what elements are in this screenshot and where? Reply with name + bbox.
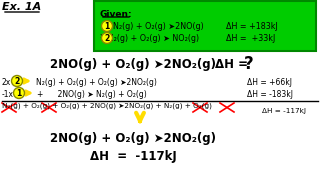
Text: N₂(g) + O₂(g) ➤2NO(g): N₂(g) + O₂(g) ➤2NO(g) — [113, 22, 204, 31]
Text: Ex. 1A: Ex. 1A — [2, 2, 41, 12]
Text: 2: 2 — [14, 76, 20, 86]
Text: 1: 1 — [104, 21, 110, 30]
Circle shape — [12, 75, 22, 87]
FancyArrowPatch shape — [136, 113, 144, 121]
Text: ΔH  =  -117kJ: ΔH = -117kJ — [90, 150, 177, 163]
Text: ΔH =  +33kJ: ΔH = +33kJ — [226, 34, 275, 43]
Circle shape — [101, 21, 113, 31]
FancyBboxPatch shape — [94, 1, 316, 51]
Text: 2NO(g) + O₂(g) ➤2NO₂(g): 2NO(g) + O₂(g) ➤2NO₂(g) — [50, 132, 216, 145]
Text: ΔH = -117kJ: ΔH = -117kJ — [262, 108, 306, 114]
Text: ΔH =: ΔH = — [215, 58, 252, 71]
Text: 2x: 2x — [2, 78, 11, 87]
Circle shape — [13, 87, 25, 98]
Text: N₂(g) + O₂(g) + O₂(g) + 2NO(g) ➤2NO₂(g) + N₂(g) + O₂(g): N₂(g) + O₂(g) + O₂(g) + 2NO(g) ➤2NO₂(g) … — [2, 102, 212, 109]
Text: N₂(g) + O₂(g) + O₂(g) ➤2NO₂(g): N₂(g) + O₂(g) + O₂(g) ➤2NO₂(g) — [36, 78, 157, 87]
Text: 1: 1 — [16, 89, 22, 98]
FancyArrowPatch shape — [26, 91, 30, 95]
Text: ?: ? — [244, 55, 254, 73]
Text: ΔH = +66kJ: ΔH = +66kJ — [247, 78, 292, 87]
Text: 2NO(g) + O₂(g) ➤2NO₂(g): 2NO(g) + O₂(g) ➤2NO₂(g) — [50, 58, 216, 71]
Text: ΔH = +183kJ: ΔH = +183kJ — [226, 22, 278, 31]
Text: ½N₂(g) + O₂(g) ➤ NO₂(g): ½N₂(g) + O₂(g) ➤ NO₂(g) — [100, 34, 199, 43]
Text: ΔH = -183kJ: ΔH = -183kJ — [247, 90, 293, 99]
FancyArrowPatch shape — [24, 79, 28, 83]
Circle shape — [101, 33, 113, 44]
Text: Given:: Given: — [100, 10, 132, 19]
Text: -1x: -1x — [2, 90, 14, 99]
Text: 2: 2 — [104, 33, 110, 42]
Text: +      2NO(g) ➤ N₂(g) + O₂(g): + 2NO(g) ➤ N₂(g) + O₂(g) — [37, 90, 147, 99]
